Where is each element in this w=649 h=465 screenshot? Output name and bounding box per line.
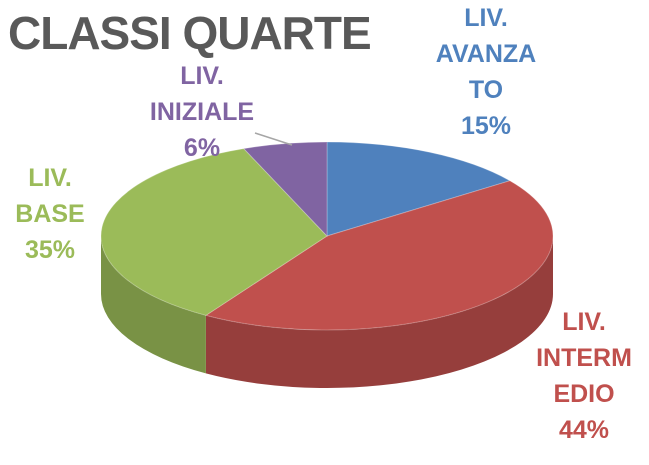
slice-label: LIV. BASE 35% (0, 160, 100, 268)
category-label: LIV. INIZIALE (149, 62, 255, 126)
slice (326, 141, 512, 237)
slice (100, 148, 328, 316)
chart-title: CLASSI QUARTE (8, 7, 372, 59)
category-label: LIV. AVANZATO (435, 4, 537, 104)
slice-label: LIV. INTERMEDIO 44% (532, 304, 636, 448)
slice (242, 141, 328, 238)
category-label: LIV. INTERMEDIO (536, 308, 632, 408)
leader-line (254, 132, 293, 146)
slice-label: LIV. AVANZATO 15% (430, 0, 542, 144)
slice-label: LIV. INIZIALE 6% (132, 58, 272, 166)
slice (204, 180, 554, 331)
value-label: 6% (183, 134, 221, 162)
slice-side (100, 236, 206, 374)
category-label: LIV. BASE (15, 164, 85, 228)
value-label: 44% (558, 416, 610, 444)
slice-side (205, 236, 553, 388)
value-label: 35% (24, 236, 76, 264)
value-label: 15% (460, 112, 512, 140)
